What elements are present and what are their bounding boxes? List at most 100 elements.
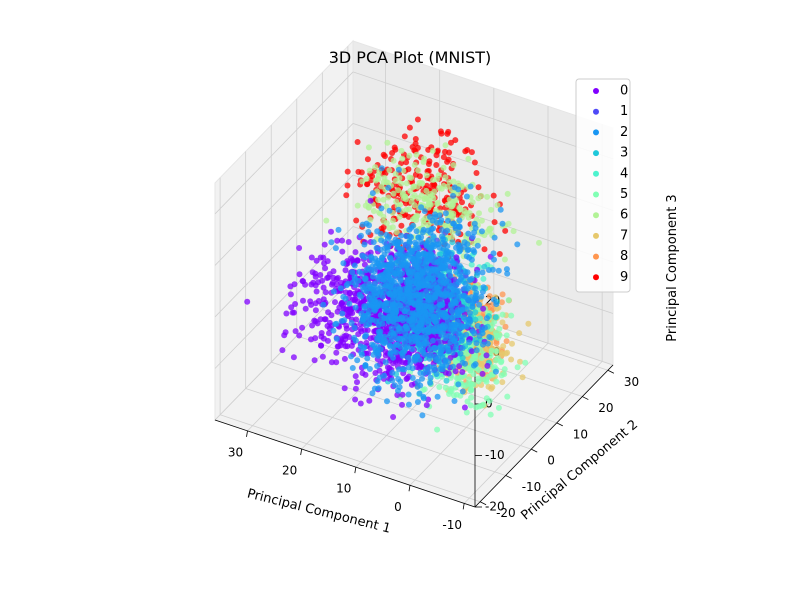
scatter-point-2 (455, 381, 462, 388)
scatter-point-3 (481, 263, 488, 270)
scatter-point-2 (457, 276, 464, 283)
scatter-point-2 (439, 366, 446, 373)
scatter-point-7 (519, 374, 526, 381)
scatter-point-2 (422, 366, 429, 373)
scatter-point-9 (353, 217, 360, 224)
y-tick-mark (556, 422, 563, 427)
scatter-point-2 (408, 224, 415, 231)
legend-label-1: 1 (620, 104, 628, 119)
scatter-point-2 (453, 344, 459, 351)
scatter-point-2 (333, 335, 340, 342)
scatter-point-2 (454, 312, 461, 319)
scatter-point-2 (455, 230, 462, 237)
scatter-point-6 (396, 213, 403, 220)
scatter-point-5 (472, 355, 479, 362)
scatter-point-2 (359, 221, 366, 228)
scatter-point-3 (492, 314, 499, 321)
scatter-point-5 (498, 358, 505, 365)
scatter-point-2 (374, 337, 381, 344)
scatter-point-9 (381, 153, 388, 160)
scatter-point-2 (397, 378, 404, 385)
scatter-point-2 (436, 345, 443, 351)
scatter-point-2 (381, 333, 388, 340)
scatter-point-6 (415, 167, 422, 174)
scatter-point-2 (452, 298, 459, 305)
scatter-point-2 (492, 368, 499, 375)
scatter-point-2 (419, 229, 426, 236)
scatter-point-0 (288, 304, 295, 311)
scatter-point-6 (375, 196, 382, 203)
legend-marker-7 (593, 232, 599, 239)
scatter-point-2 (377, 246, 384, 253)
scatter-point-2 (419, 260, 426, 267)
scatter-point-0 (320, 284, 327, 291)
scatter-point-2 (405, 354, 412, 361)
scatter-point-0 (342, 343, 349, 350)
scatter-point-6 (536, 239, 542, 246)
scatter-point-6 (501, 256, 508, 263)
scatter-point-0 (300, 297, 306, 304)
scatter-point-0 (308, 281, 315, 288)
scatter-point-6 (362, 202, 369, 209)
scatter-point-5 (468, 386, 475, 393)
scatter-point-2 (442, 335, 449, 342)
scatter-point-2 (444, 343, 451, 350)
scatter-point-2 (363, 317, 369, 324)
scatter-point-0 (333, 281, 340, 288)
legend-marker-5 (593, 191, 599, 198)
scatter-point-2 (385, 272, 392, 279)
scatter-point-2 (375, 322, 382, 328)
scatter-point-2 (481, 324, 488, 331)
legend-label-8: 8 (620, 249, 628, 264)
scatter-point-2 (389, 298, 396, 305)
scatter-point-2 (439, 233, 446, 240)
scatter-point-0 (382, 349, 389, 355)
scatter-point-6 (505, 220, 512, 227)
scatter-point-0 (357, 400, 364, 407)
scatter-point-5 (455, 375, 461, 382)
scatter-point-2 (389, 369, 396, 376)
scatter-point-2 (366, 366, 373, 372)
scatter-point-2 (458, 307, 465, 313)
scatter-point-2 (413, 228, 420, 235)
scatter-point-2 (428, 226, 435, 233)
scatter-point-2 (340, 260, 347, 267)
scatter-point-2 (372, 345, 379, 352)
scatter-point-2 (335, 226, 342, 233)
scatter-point-2 (330, 288, 337, 295)
scatter-point-9 (445, 128, 452, 135)
scatter-point-7 (516, 330, 523, 337)
scatter-point-0 (483, 352, 490, 359)
scatter-point-2 (361, 344, 368, 351)
scatter-point-6 (461, 211, 468, 218)
scatter-point-6 (403, 206, 410, 213)
scatter-point-2 (415, 305, 422, 312)
scatter-point-2 (452, 225, 459, 232)
scatter-point-9 (426, 158, 433, 165)
scatter-point-2 (457, 247, 464, 253)
scatter-point-5 (508, 312, 515, 319)
scatter-point-2 (433, 371, 440, 377)
scatter-point-9 (358, 169, 365, 176)
scatter-point-2 (359, 351, 365, 358)
scatter-point-2 (348, 353, 355, 360)
scatter-point-2 (448, 282, 455, 289)
legend-marker-9 (593, 274, 599, 281)
scatter-point-0 (324, 337, 331, 344)
scatter-point-2 (415, 265, 422, 272)
scatter-point-5 (463, 409, 470, 416)
scatter-point-2 (371, 307, 378, 314)
scatter-point-6 (488, 206, 494, 213)
scatter-point-0 (452, 368, 459, 375)
scatter-point-7 (499, 319, 506, 326)
scatter-point-2 (332, 245, 339, 252)
scatter-point-2 (432, 314, 439, 321)
scatter-point-9 (502, 227, 509, 234)
scatter-point-0 (317, 272, 324, 278)
scatter-point-2 (361, 241, 368, 248)
x-grid-floor (463, 361, 603, 504)
scatter-point-2 (349, 365, 356, 371)
scatter-point-2 (444, 248, 451, 255)
scatter-point-9 (491, 219, 498, 226)
scatter-point-0 (362, 327, 368, 334)
